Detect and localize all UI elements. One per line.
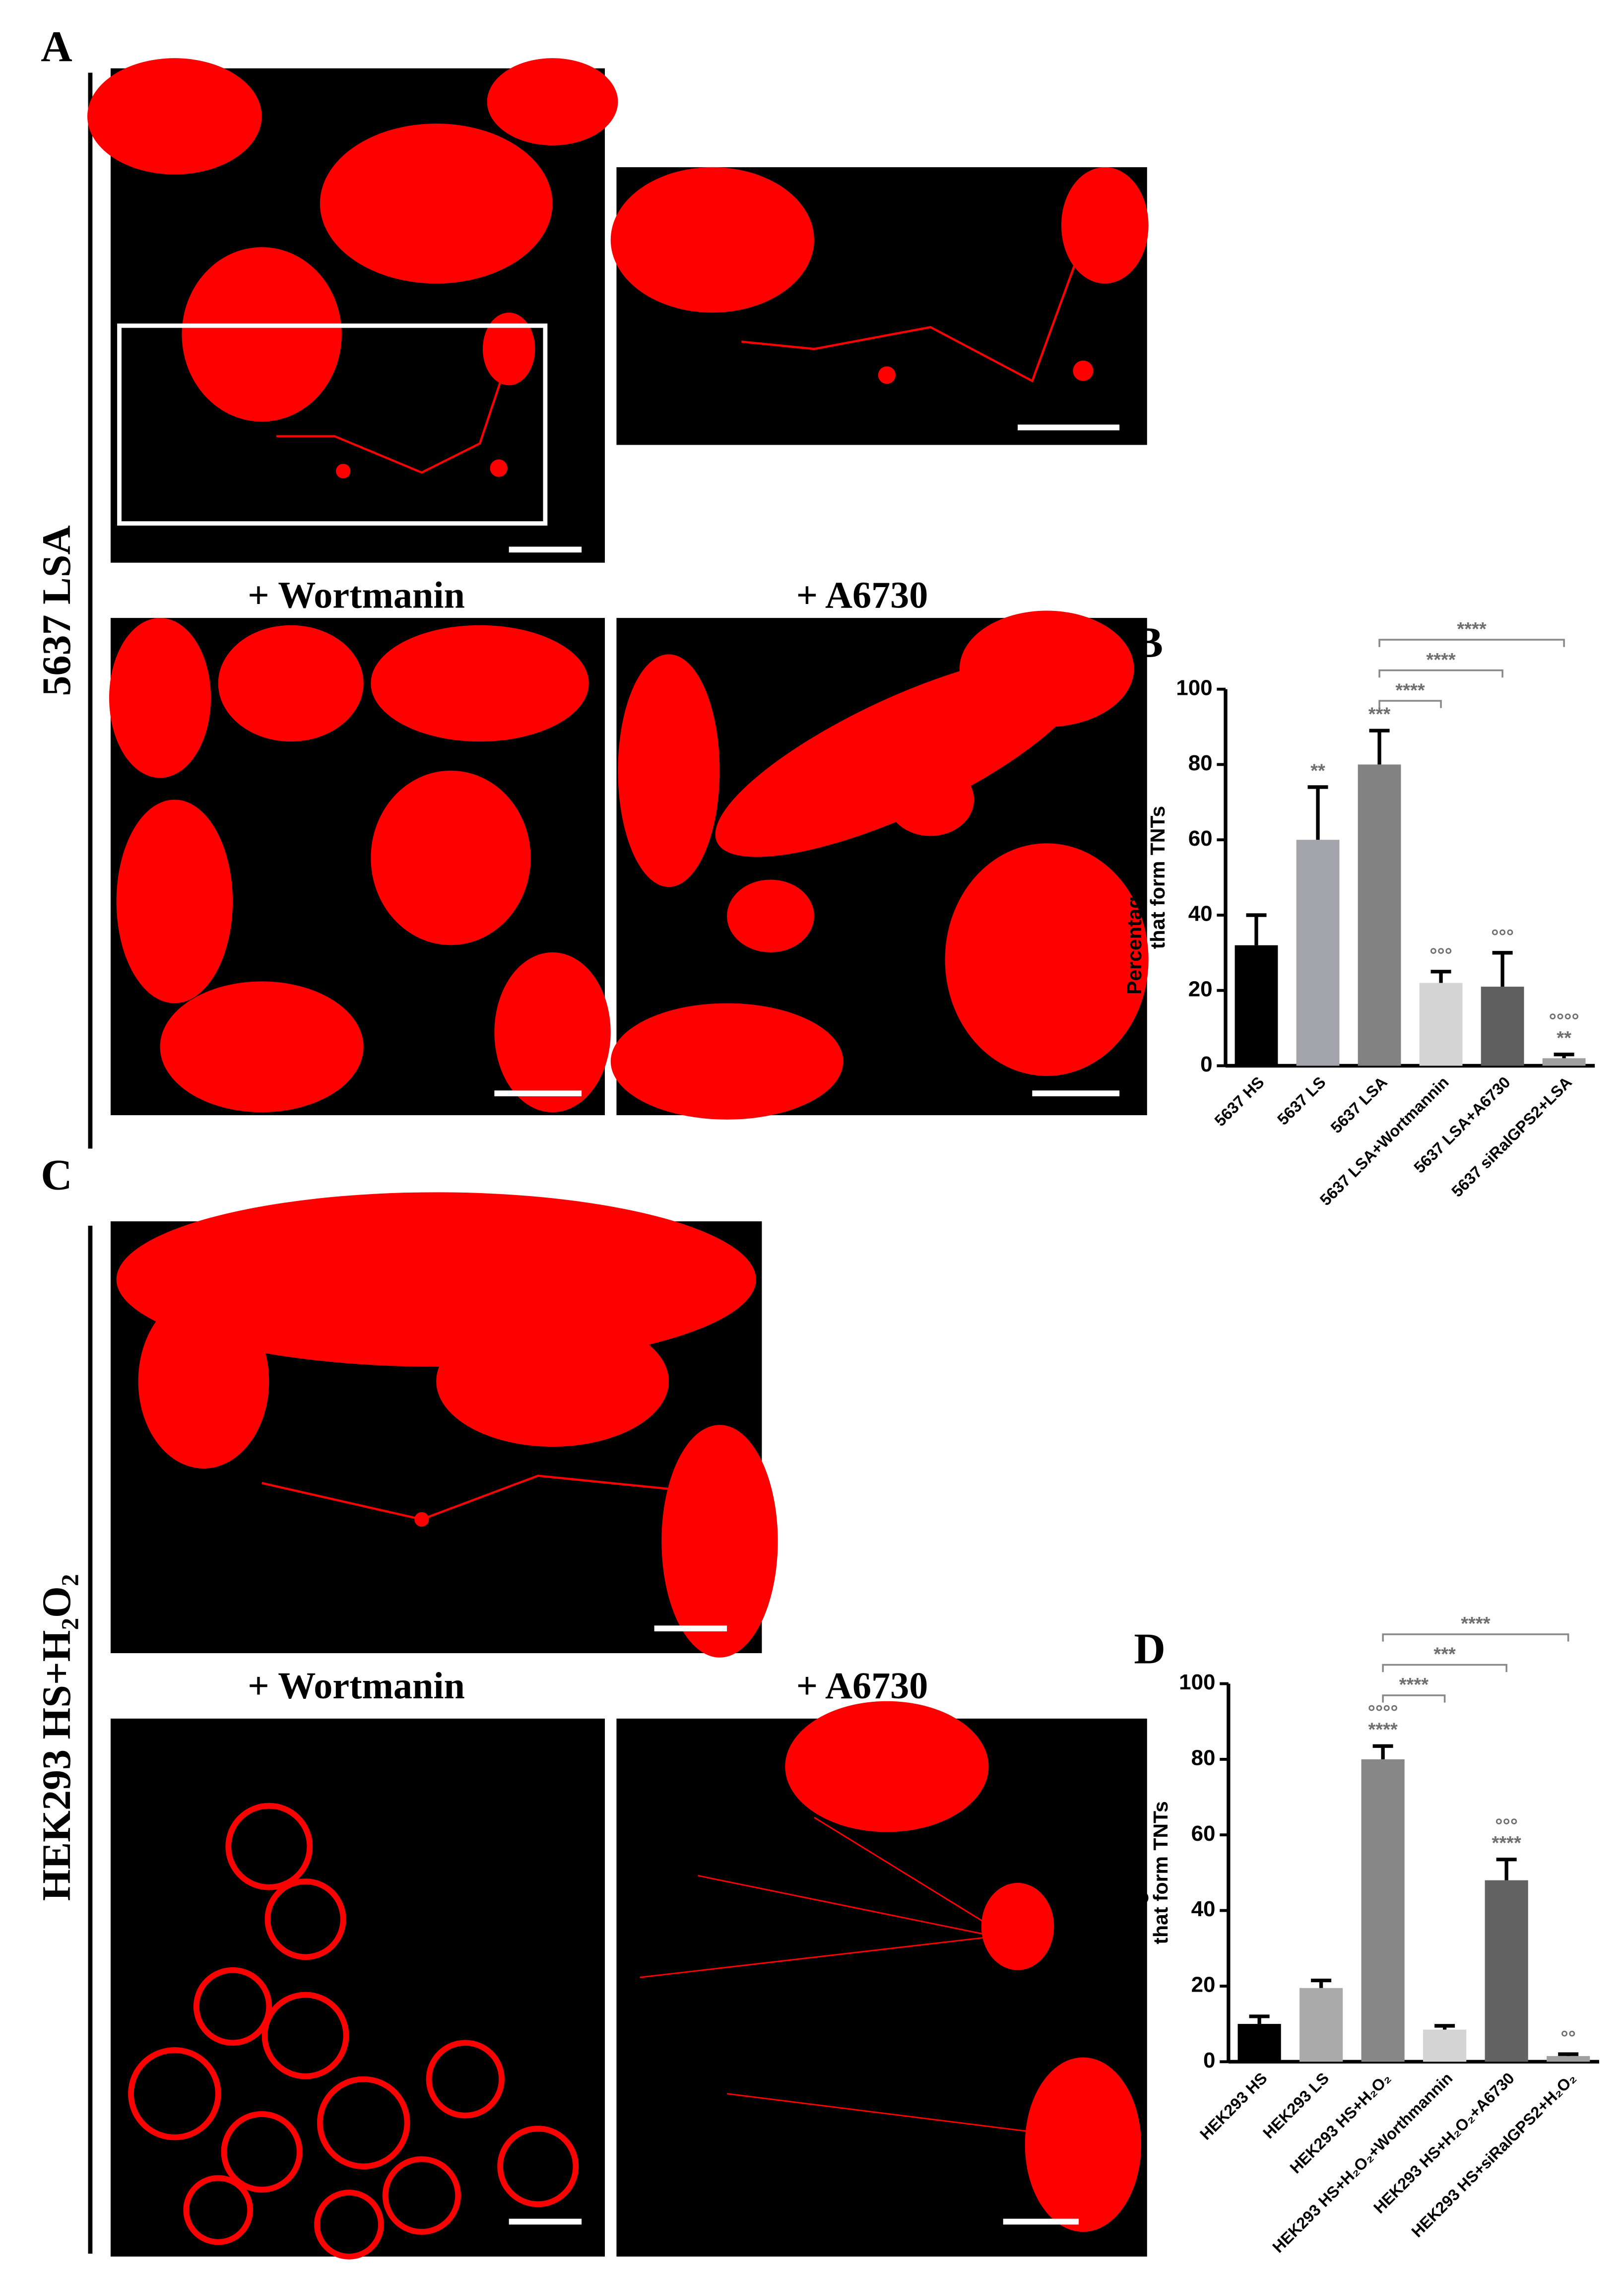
y-tick-label: 60 bbox=[1188, 826, 1213, 851]
x-tick-label: HEK293 HS bbox=[1196, 2069, 1271, 2143]
comparison-label: **** bbox=[1461, 1613, 1490, 1634]
y-tick-label: 80 bbox=[1191, 1746, 1216, 1770]
comparison-label: **** bbox=[1395, 680, 1425, 701]
micrograph bbox=[109, 618, 611, 1116]
comparison-bracket bbox=[1378, 700, 1442, 708]
comparison-bracket bbox=[1378, 639, 1565, 647]
y-axis-label: Percentage of total cells bbox=[1126, 1756, 1149, 1990]
x-tick-label: HEK293 HS+H₂O₂ bbox=[1287, 2069, 1394, 2177]
bar bbox=[1296, 840, 1340, 1066]
bar bbox=[1481, 987, 1524, 1066]
significance-mark: **** bbox=[1368, 1720, 1397, 1740]
bar bbox=[1358, 764, 1401, 1066]
micrograph bbox=[616, 1701, 1147, 2257]
comparison-label: **** bbox=[1399, 1674, 1429, 1695]
x-tick-label: 5637 siRalGPS2+LSA bbox=[1448, 1073, 1575, 1201]
comparison-bracket bbox=[1382, 1664, 1507, 1672]
bar bbox=[1547, 2056, 1590, 2062]
x-tick-label: 5637 LSA bbox=[1327, 1073, 1391, 1137]
significance-mark: °° bbox=[1560, 2028, 1575, 2049]
bar bbox=[1542, 1058, 1586, 1066]
significance-mark: ** bbox=[1310, 760, 1325, 781]
bar bbox=[1419, 983, 1463, 1066]
panel-label: D bbox=[1134, 1625, 1165, 1673]
panel-label: C bbox=[41, 1151, 72, 1199]
micrograph bbox=[110, 1192, 778, 1658]
y-tick-label: 40 bbox=[1191, 1897, 1216, 1921]
significance-mark: °°°° bbox=[1368, 1702, 1398, 1723]
y-axis-label: that form TNTs bbox=[1146, 806, 1169, 949]
panel-label: B bbox=[1134, 619, 1163, 667]
comparison-label: *** bbox=[1433, 1644, 1456, 1665]
significance-mark: °°°° bbox=[1549, 1010, 1579, 1031]
side-label: HEK293 HS+H₂O₂ bbox=[34, 1574, 79, 1901]
y-tick-label: 0 bbox=[1203, 2048, 1215, 2073]
significance-mark: ** bbox=[1557, 1028, 1571, 1049]
significance-mark: °°° bbox=[1429, 945, 1452, 966]
significance-mark: °°° bbox=[1495, 1815, 1518, 1836]
x-tick-label: 5637 LS bbox=[1274, 1073, 1329, 1129]
caption: + Wortmanin bbox=[248, 575, 465, 616]
significance-mark: °°° bbox=[1491, 926, 1514, 947]
comparison-label: **** bbox=[1457, 619, 1486, 640]
bar bbox=[1237, 2024, 1281, 2062]
micrograph bbox=[110, 1718, 605, 2260]
x-tick-label: 5637 HS bbox=[1211, 1073, 1268, 1130]
comparison-bracket bbox=[1382, 1694, 1446, 1703]
caption: + A6730 bbox=[796, 575, 928, 616]
side-label: 5637 LSA bbox=[34, 525, 79, 696]
y-tick-label: 100 bbox=[1176, 675, 1212, 700]
comparison-bracket bbox=[1378, 669, 1503, 678]
y-tick-label: 20 bbox=[1188, 977, 1213, 1001]
y-tick-label: 80 bbox=[1188, 751, 1213, 775]
y-tick-label: 40 bbox=[1188, 902, 1213, 926]
bar bbox=[1485, 1880, 1528, 2062]
y-tick-label: 0 bbox=[1200, 1052, 1212, 1076]
y-tick-label: 60 bbox=[1191, 1821, 1216, 1846]
panel-label: A bbox=[41, 23, 72, 71]
micrograph bbox=[87, 58, 618, 563]
x-tick-label: 5637 LSA+Wortmannin bbox=[1316, 1073, 1452, 1209]
micrograph bbox=[610, 610, 1149, 1120]
significance-mark: **** bbox=[1492, 1833, 1521, 1854]
comparison-label: **** bbox=[1426, 650, 1455, 670]
y-tick-label: 100 bbox=[1179, 1670, 1215, 1694]
bar bbox=[1299, 1988, 1343, 2062]
comparison-bracket bbox=[1382, 1633, 1569, 1642]
y-tick-label: 20 bbox=[1191, 1973, 1216, 1997]
bar bbox=[1423, 2029, 1467, 2062]
y-axis-label: Percentage of total cells bbox=[1123, 760, 1146, 995]
caption: + A6730 bbox=[796, 1665, 928, 1707]
micrograph bbox=[610, 167, 1149, 445]
caption: + Wortmanin bbox=[248, 1665, 465, 1707]
bar bbox=[1361, 1759, 1405, 2062]
y-axis-label: that form TNTs bbox=[1149, 1801, 1172, 1944]
bar bbox=[1234, 945, 1278, 1066]
